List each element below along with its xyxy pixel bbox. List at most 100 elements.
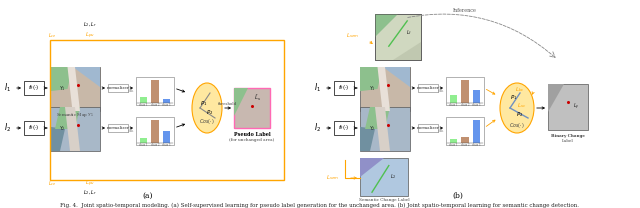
Text: $f_\theta(\cdot)$: $f_\theta(\cdot)$: [28, 83, 40, 93]
Text: class 3: class 3: [472, 142, 481, 146]
Polygon shape: [67, 67, 80, 111]
Text: class 3: class 3: [162, 103, 171, 106]
Text: normalizer: normalizer: [417, 86, 440, 90]
Text: class 2: class 2: [461, 142, 469, 146]
Text: $L_f$: $L_f$: [406, 28, 413, 37]
Text: Binary Change: Binary Change: [551, 134, 585, 138]
Bar: [136, 77, 174, 105]
Text: $L_{sem}$: $L_{sem}$: [326, 173, 339, 182]
Text: class 1: class 1: [140, 142, 148, 146]
Text: (for unchanged area): (for unchanged area): [229, 138, 275, 142]
Bar: [360, 107, 410, 151]
Text: normalizer: normalizer: [417, 126, 440, 130]
Text: class 1: class 1: [449, 103, 458, 106]
Text: Fig. 4.  Joint spatio-temporal modeling. (a) Self-supervised learning for pseudo: Fig. 4. Joint spatio-temporal modeling. …: [61, 203, 579, 208]
Text: $L_2, L_r$: $L_2, L_r$: [83, 21, 97, 29]
Text: $P_2$: $P_2$: [206, 109, 214, 118]
Text: $f_\theta(\cdot)$: $f_\theta(\cdot)$: [338, 83, 350, 93]
Polygon shape: [375, 107, 390, 151]
Bar: [472, 90, 480, 103]
Text: $L_{sem}$: $L_{sem}$: [346, 32, 358, 40]
Bar: [548, 84, 588, 130]
Polygon shape: [65, 107, 80, 151]
Text: class 2: class 2: [151, 103, 159, 106]
Text: $L_{ce}$: $L_{ce}$: [48, 180, 56, 188]
Text: $f_\theta(\cdot)$: $f_\theta(\cdot)$: [338, 124, 350, 132]
Text: $Y_1$: $Y_1$: [59, 84, 66, 93]
Bar: [24, 121, 44, 135]
Text: $I_1$: $I_1$: [4, 82, 12, 94]
Polygon shape: [378, 67, 390, 111]
Text: (a): (a): [143, 192, 153, 200]
Polygon shape: [234, 88, 248, 116]
Bar: [334, 81, 354, 95]
Text: Label: Label: [562, 139, 574, 143]
Bar: [24, 81, 44, 95]
Polygon shape: [50, 127, 65, 151]
Polygon shape: [360, 158, 384, 177]
Text: $Y_2$: $Y_2$: [369, 125, 376, 134]
Text: normalizer: normalizer: [106, 86, 129, 90]
Text: Semantic Change Label: Semantic Change Label: [358, 198, 410, 202]
Bar: [334, 121, 354, 135]
Text: $L_{ce}$: $L_{ce}$: [48, 32, 56, 40]
Text: $P_1$: $P_1$: [200, 100, 208, 108]
Bar: [461, 137, 468, 143]
Bar: [108, 84, 128, 92]
Bar: [136, 117, 174, 145]
Bar: [446, 117, 484, 145]
Text: $Y_2$: $Y_2$: [59, 125, 66, 134]
Text: $Y_1$: $Y_1$: [369, 84, 376, 93]
Bar: [163, 99, 170, 103]
Text: class 1: class 1: [449, 142, 458, 146]
Text: prob.: prob.: [127, 89, 134, 93]
Text: $I_2$: $I_2$: [4, 122, 12, 134]
Polygon shape: [548, 84, 564, 112]
Text: class 2: class 2: [461, 103, 469, 106]
Text: $P_2$: $P_2$: [516, 110, 524, 119]
Text: class 3: class 3: [472, 103, 481, 106]
Bar: [450, 139, 458, 143]
Bar: [418, 124, 438, 132]
Text: prob.: prob.: [438, 129, 444, 133]
Bar: [151, 80, 159, 103]
Bar: [108, 124, 128, 132]
Text: $L_{sc}$: $L_{sc}$: [517, 102, 527, 110]
Bar: [140, 138, 147, 143]
Text: $f_\theta(\cdot)$: $f_\theta(\cdot)$: [28, 124, 40, 132]
Bar: [360, 158, 408, 196]
Text: threshold: threshold: [218, 102, 237, 106]
Text: class 1: class 1: [140, 103, 148, 106]
Bar: [472, 120, 480, 143]
Text: $L_{bc}$: $L_{bc}$: [515, 85, 525, 94]
Polygon shape: [360, 127, 375, 151]
Polygon shape: [50, 67, 72, 91]
Polygon shape: [72, 67, 100, 87]
Text: $L_2, L_r$: $L_2, L_r$: [83, 189, 97, 197]
Bar: [50, 67, 100, 111]
Bar: [163, 131, 170, 143]
Text: class 3: class 3: [162, 142, 171, 146]
Text: normalizer: normalizer: [106, 126, 129, 130]
Bar: [375, 14, 421, 60]
Ellipse shape: [192, 83, 222, 133]
Text: class 2: class 2: [151, 142, 159, 146]
Text: $L_y$: $L_y$: [573, 102, 579, 112]
Text: $I_1$: $I_1$: [314, 82, 321, 94]
Bar: [140, 97, 147, 103]
Text: $\hat{L}_s$: $\hat{L}_s$: [254, 93, 261, 103]
Text: $L_{pu}$: $L_{pu}$: [85, 31, 95, 41]
Polygon shape: [360, 67, 383, 91]
Text: Pseudo Label: Pseudo Label: [234, 132, 270, 137]
Bar: [151, 120, 159, 143]
Text: $P_1$: $P_1$: [510, 94, 518, 103]
Text: $I_2$: $I_2$: [314, 122, 321, 134]
Text: $L_{pu}$: $L_{pu}$: [85, 179, 95, 189]
Bar: [450, 95, 458, 103]
Bar: [461, 80, 468, 103]
Text: $L_2$: $L_2$: [390, 173, 397, 181]
Text: (b): (b): [452, 192, 463, 200]
Text: Inference: Inference: [453, 7, 477, 12]
Bar: [375, 14, 421, 60]
Text: Semantic Map $Y_1$: Semantic Map $Y_1$: [56, 111, 94, 119]
